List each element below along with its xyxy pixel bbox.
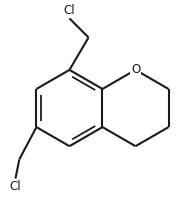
Text: Cl: Cl — [10, 180, 21, 193]
Text: O: O — [131, 63, 140, 76]
Text: Cl: Cl — [64, 4, 75, 17]
